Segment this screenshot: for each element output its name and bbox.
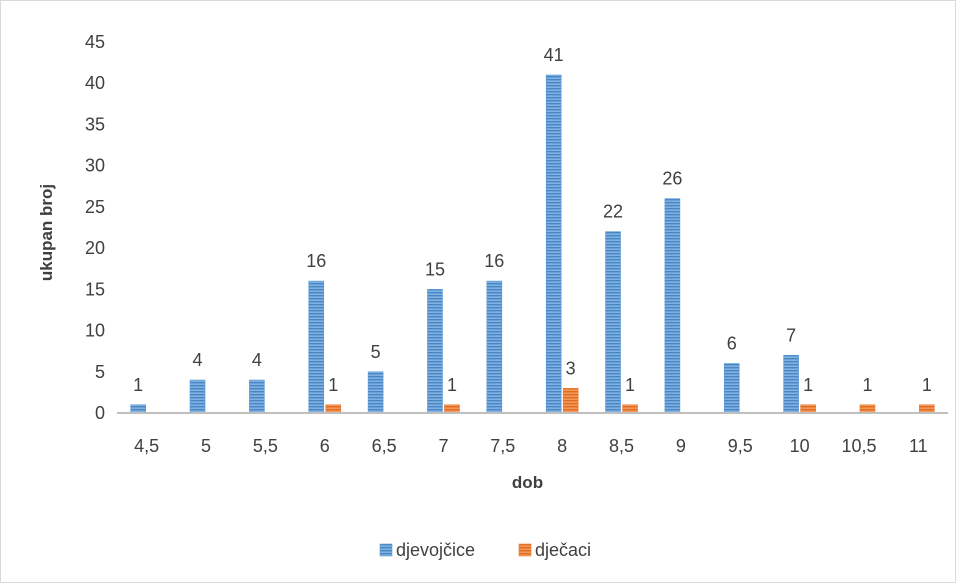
legend-swatch xyxy=(519,544,531,556)
x-tick-label: 7 xyxy=(438,436,448,456)
data-label: 16 xyxy=(306,251,326,271)
y-tick-label: 45 xyxy=(85,32,105,52)
data-label: 1 xyxy=(803,375,813,395)
x-tick-label: 8 xyxy=(557,436,567,456)
bar-series-1 xyxy=(487,281,502,413)
x-tick-label: 6 xyxy=(320,436,330,456)
x-tick-label: 10 xyxy=(790,436,810,456)
data-label: 41 xyxy=(544,45,564,65)
data-label: 22 xyxy=(603,202,623,222)
bar-series-1 xyxy=(606,232,621,413)
data-label: 7 xyxy=(786,325,796,345)
y-tick-label: 10 xyxy=(85,321,105,341)
data-label: 5 xyxy=(371,342,381,362)
x-tick-label: 7,5 xyxy=(490,436,515,456)
data-label: 1 xyxy=(447,375,457,395)
data-label: 26 xyxy=(662,169,682,189)
y-axis-title: ukupan broj xyxy=(37,184,56,281)
bar-series-2 xyxy=(919,405,934,413)
data-label: 3 xyxy=(566,358,576,378)
y-axis-ticks: 0 5 10 15 20 25 30 35 40 45 xyxy=(85,32,105,423)
x-tick-label: 4,5 xyxy=(134,436,159,456)
bar-series-1 xyxy=(368,372,383,413)
bar-series-1 xyxy=(665,199,680,413)
bar-series-1 xyxy=(546,75,561,413)
y-tick-label: 25 xyxy=(85,197,105,217)
y-tick-label: 20 xyxy=(85,238,105,258)
bar-series-1 xyxy=(724,364,739,413)
bar-series-1 xyxy=(427,289,442,413)
bar-series-1 xyxy=(309,281,324,413)
x-tick-label: 9,5 xyxy=(728,436,753,456)
data-label: 4 xyxy=(252,350,262,370)
bar-series-2 xyxy=(623,405,638,413)
x-tick-label: 5 xyxy=(201,436,211,456)
bar-series-2 xyxy=(444,405,459,413)
y-tick-label: 15 xyxy=(85,279,105,299)
y-tick-label: 30 xyxy=(85,156,105,176)
y-tick-label: 35 xyxy=(85,114,105,134)
data-label: 1 xyxy=(133,375,143,395)
y-tick-label: 0 xyxy=(95,403,105,423)
x-axis-title: dob xyxy=(512,473,543,492)
data-labels: 1 4 4 16 5 15 16 41 22 26 6 7 1 1 3 1 1 1 1 xyxy=(133,45,932,395)
x-axis-ticks: 4,5 5 5,5 6 6,5 7 7,5 8 8,5 9 9,5 10 10,5 11 xyxy=(134,436,928,456)
legend-label: djevojčice xyxy=(396,540,475,560)
x-tick-label: 8,5 xyxy=(609,436,634,456)
x-tick-label: 11 xyxy=(909,436,928,456)
bar-series-2 xyxy=(860,405,875,413)
data-label: 1 xyxy=(862,375,872,395)
x-tick-label: 6,5 xyxy=(372,436,397,456)
x-tick-label: 5,5 xyxy=(253,436,278,456)
data-label: 1 xyxy=(328,375,338,395)
y-tick-label: 5 xyxy=(95,362,105,382)
data-label: 15 xyxy=(425,259,445,279)
data-label: 1 xyxy=(922,375,932,395)
x-tick-label: 9 xyxy=(676,436,686,456)
data-label: 1 xyxy=(625,375,635,395)
legend-swatch xyxy=(380,544,392,556)
y-tick-label: 40 xyxy=(85,73,105,93)
x-tick-label: 10,5 xyxy=(841,436,876,456)
bar-series-1 xyxy=(249,380,264,413)
bar-series-1 xyxy=(784,355,799,413)
data-label: 16 xyxy=(484,251,504,271)
bar-series-2 xyxy=(563,388,578,413)
data-label: 4 xyxy=(193,350,203,370)
bar-series-2 xyxy=(801,405,816,413)
bar-series-1 xyxy=(190,380,205,413)
bar-series-2 xyxy=(326,405,341,413)
data-label: 6 xyxy=(727,334,737,354)
bar-series-1 xyxy=(131,405,146,413)
legend: djevojčice dječaci xyxy=(380,540,591,560)
legend-label: dječaci xyxy=(535,540,591,560)
